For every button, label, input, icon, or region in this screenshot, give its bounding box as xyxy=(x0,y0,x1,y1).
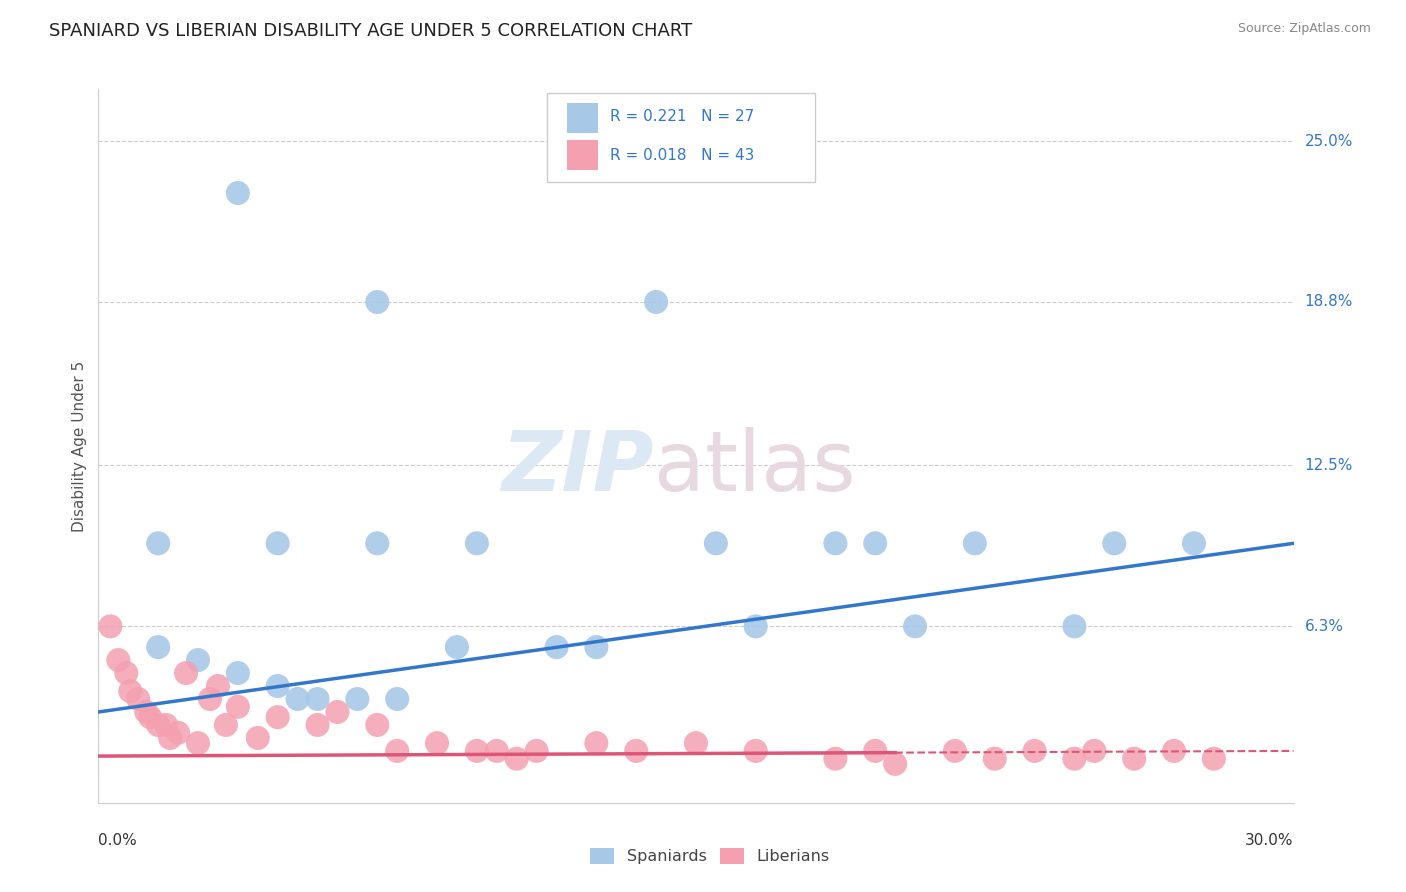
Point xyxy=(685,736,707,750)
Point xyxy=(187,653,209,667)
Text: 12.5%: 12.5% xyxy=(1305,458,1353,473)
Point xyxy=(385,744,409,758)
Text: R = 0.018   N = 43: R = 0.018 N = 43 xyxy=(610,148,754,163)
Point xyxy=(963,536,986,550)
Point xyxy=(267,536,290,550)
Point xyxy=(226,699,249,714)
Point xyxy=(120,684,142,698)
Point xyxy=(139,710,162,724)
Point xyxy=(526,744,548,758)
Point xyxy=(346,692,368,706)
Point xyxy=(115,666,138,681)
Point xyxy=(287,692,309,706)
Point xyxy=(267,710,290,724)
Text: atlas: atlas xyxy=(654,427,856,508)
Point xyxy=(704,536,727,550)
FancyBboxPatch shape xyxy=(567,103,598,133)
Point xyxy=(307,692,329,706)
Point xyxy=(148,536,170,550)
Point xyxy=(884,756,907,771)
Point xyxy=(1202,752,1225,766)
Point xyxy=(98,619,122,633)
Point xyxy=(1182,536,1205,550)
Text: 0.0%: 0.0% xyxy=(98,833,138,848)
Point xyxy=(155,718,177,732)
Point xyxy=(1063,619,1085,633)
Point xyxy=(1123,752,1146,766)
Point xyxy=(865,536,887,550)
Point xyxy=(465,536,488,550)
Point xyxy=(485,744,508,758)
Text: 30.0%: 30.0% xyxy=(1246,833,1294,848)
FancyBboxPatch shape xyxy=(567,140,598,169)
Text: SPANIARD VS LIBERIAN DISABILITY AGE UNDER 5 CORRELATION CHART: SPANIARD VS LIBERIAN DISABILITY AGE UNDE… xyxy=(49,22,693,40)
Point xyxy=(1104,536,1126,550)
Point xyxy=(745,744,768,758)
Point xyxy=(366,295,388,310)
Point xyxy=(626,744,648,758)
Point xyxy=(148,640,170,654)
Point xyxy=(585,640,607,654)
Point xyxy=(446,640,468,654)
Point xyxy=(1163,744,1185,758)
Point xyxy=(135,705,157,719)
Point xyxy=(215,718,238,732)
Point xyxy=(107,653,129,667)
Point xyxy=(645,295,668,310)
Point xyxy=(167,725,190,739)
FancyBboxPatch shape xyxy=(547,93,815,182)
Point xyxy=(148,718,170,732)
Point xyxy=(865,744,887,758)
Point xyxy=(246,731,269,745)
Point xyxy=(745,619,768,633)
Text: 18.8%: 18.8% xyxy=(1305,294,1353,310)
Point xyxy=(226,186,249,200)
Point xyxy=(366,536,388,550)
Point xyxy=(585,736,607,750)
Point xyxy=(984,752,1007,766)
Point xyxy=(307,718,329,732)
Point xyxy=(904,619,927,633)
Point xyxy=(326,705,349,719)
Text: 6.3%: 6.3% xyxy=(1305,619,1344,634)
Point xyxy=(366,718,388,732)
Point xyxy=(187,736,209,750)
Point xyxy=(207,679,229,693)
Point xyxy=(127,692,149,706)
Point xyxy=(226,666,249,681)
Point xyxy=(198,692,221,706)
Y-axis label: Disability Age Under 5: Disability Age Under 5 xyxy=(72,360,87,532)
Point xyxy=(1083,744,1105,758)
Point xyxy=(465,744,488,758)
Point xyxy=(1063,752,1085,766)
Point xyxy=(824,536,846,550)
Point xyxy=(1024,744,1046,758)
Text: ZIP: ZIP xyxy=(502,427,654,508)
Text: Source: ZipAtlas.com: Source: ZipAtlas.com xyxy=(1237,22,1371,36)
Legend: Spaniards, Liberians: Spaniards, Liberians xyxy=(583,841,837,871)
Point xyxy=(159,731,181,745)
Point xyxy=(546,640,568,654)
Text: 25.0%: 25.0% xyxy=(1305,134,1353,149)
Text: R = 0.221   N = 27: R = 0.221 N = 27 xyxy=(610,110,754,124)
Point xyxy=(943,744,966,758)
Point xyxy=(506,752,529,766)
Point xyxy=(174,666,197,681)
Point xyxy=(385,692,409,706)
Point xyxy=(426,736,449,750)
Point xyxy=(824,752,846,766)
Point xyxy=(267,679,290,693)
